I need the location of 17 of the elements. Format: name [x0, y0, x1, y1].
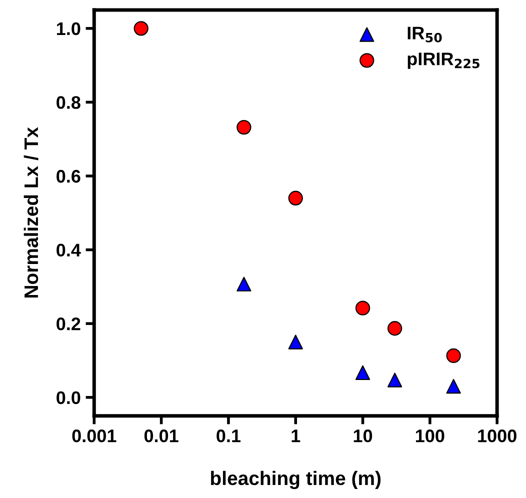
- x-tick-label: 0.1: [216, 430, 241, 442]
- y-tick-label: 0.0: [56, 391, 80, 404]
- legend-label: IR$_{50}$: [408, 26, 442, 42]
- x-axis-title: bleaching time (m): [211, 470, 381, 490]
- y-axis-title: Normalized Lx / Tx: [24, 127, 38, 298]
- x-tick-label: 1: [292, 430, 300, 442]
- y-tick-label: 0.2: [56, 318, 80, 330]
- y-tick-label: 0.6: [56, 170, 80, 183]
- x-tick-label: 100: [416, 430, 444, 442]
- x-tick-label: 1000: [478, 430, 516, 442]
- y-tick-label: 0.4: [56, 244, 81, 257]
- x-tick-label: 0.001: [72, 430, 116, 442]
- x-tick-label: 0.01: [144, 430, 178, 442]
- y-tick-label: 1.0: [57, 22, 80, 36]
- y-tick-label: 0.8: [56, 96, 80, 109]
- legend-label: pIRIR$_{225}$: [408, 52, 480, 69]
- x-tick-label: 10: [354, 430, 372, 442]
